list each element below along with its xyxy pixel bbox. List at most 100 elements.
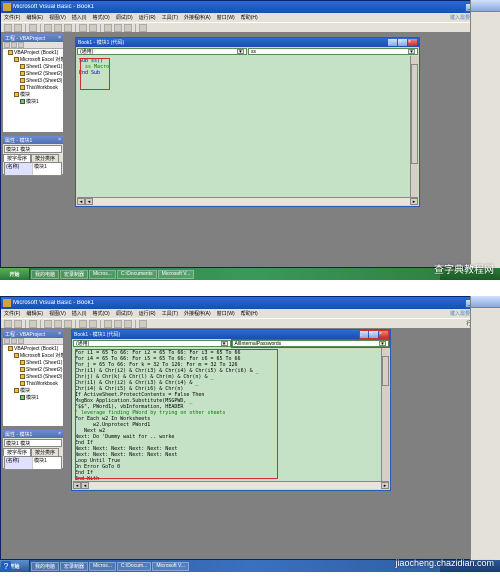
- menu-edit[interactable]: 编辑(E): [26, 310, 43, 317]
- tb-paste-icon[interactable]: [64, 320, 72, 328]
- scroll-right-icon: ▸: [381, 482, 389, 489]
- view-object-icon[interactable]: [11, 338, 17, 344]
- taskbar-item[interactable]: 宏录制器: [60, 562, 88, 571]
- tree-sheet: ThisWorkbook: [4, 381, 62, 388]
- taskbar-item[interactable]: C:\Documents: [117, 270, 157, 279]
- menu-addins[interactable]: 外接程序(A): [184, 310, 211, 317]
- menu-format[interactable]: 格式(O): [92, 14, 109, 21]
- tb-copy-icon[interactable]: [54, 320, 62, 328]
- tb-sep: [25, 320, 26, 328]
- h-scrollbar[interactable]: ◂ ◂ ▸: [77, 197, 418, 205]
- taskbar-item[interactable]: Micros...: [89, 562, 116, 571]
- project-tree[interactable]: VBAProject (Book1) Microsoft Excel 对象 Sh…: [3, 49, 63, 132]
- panel-close-icon[interactable]: ×: [58, 137, 61, 143]
- props-grid[interactable]: (名称) 模块1: [4, 456, 62, 470]
- menu-run[interactable]: 运行(R): [139, 14, 156, 21]
- toggle-folders-icon[interactable]: [18, 42, 24, 48]
- view-object-icon[interactable]: [11, 42, 17, 48]
- code-min-button[interactable]: _: [388, 39, 397, 46]
- object-combo[interactable]: (通用)▾: [73, 340, 231, 347]
- tb-break-icon[interactable]: [114, 320, 122, 328]
- menu-run[interactable]: 运行(R): [139, 310, 156, 317]
- view-code-icon[interactable]: [4, 42, 10, 48]
- tb-run-icon[interactable]: [104, 24, 112, 32]
- procedure-combo[interactable]: AllInternalPasswords▾: [232, 340, 390, 347]
- object-combo[interactable]: (通用)▾: [77, 48, 247, 55]
- tb-undo-icon[interactable]: [79, 320, 87, 328]
- panel-close-icon[interactable]: ×: [58, 35, 61, 41]
- menu-window[interactable]: 窗口(W): [217, 310, 235, 317]
- taskbar-item[interactable]: 我的电脑: [31, 270, 59, 279]
- tb-view-icon[interactable]: [4, 24, 12, 32]
- menu-file[interactable]: 文件(F): [4, 310, 20, 317]
- v-scrollbar[interactable]: [381, 348, 389, 481]
- tb-run-icon[interactable]: [104, 320, 112, 328]
- code-editor[interactable]: For i1 = 65 To 66: For i2 = 65 To 66: Fo…: [73, 348, 389, 481]
- procedure-combo[interactable]: ss▾: [248, 48, 418, 55]
- props-object-combo[interactable]: 模块1 模块: [4, 145, 62, 153]
- tb-design-icon[interactable]: [139, 320, 147, 328]
- taskbar-item[interactable]: Microsoft V...: [158, 270, 195, 279]
- h-scrollbar[interactable]: ◂ ◂ ▸: [73, 481, 389, 489]
- tb-cut-icon[interactable]: [44, 320, 52, 328]
- project-tree[interactable]: VBAProject (Book1) Microsoft Excel 对象 Sh…: [3, 345, 63, 426]
- help-icon[interactable]: ?: [1, 561, 11, 571]
- prop-value[interactable]: 模块1: [33, 163, 61, 175]
- tb-insert-icon[interactable]: [14, 320, 22, 328]
- menu-help[interactable]: 帮助(H): [241, 310, 258, 317]
- tb-save-icon[interactable]: [29, 24, 37, 32]
- tab-alphabetic[interactable]: 按字母序: [3, 448, 31, 456]
- code-close-button[interactable]: ×: [408, 39, 417, 46]
- properties-panel: 属性 - 模块1 × 模块1 模块 按字母序 按分类序 (名称) 模块1: [2, 135, 64, 175]
- tb-reset-icon[interactable]: [124, 320, 132, 328]
- prop-value[interactable]: 模块1: [33, 457, 61, 469]
- props-grid[interactable]: (名称) 模块1: [4, 162, 62, 176]
- tb-break-icon[interactable]: [114, 24, 122, 32]
- start-button[interactable]: 开始: [0, 268, 30, 280]
- taskbar-item[interactable]: 我的电脑: [31, 562, 59, 571]
- tb-copy-icon[interactable]: [54, 24, 62, 32]
- menu-addins[interactable]: 外接程序(A): [184, 14, 211, 21]
- props-object-combo[interactable]: 模块1 模块: [4, 439, 62, 447]
- taskbar-item[interactable]: 宏录制器: [60, 270, 88, 279]
- tab-categorized[interactable]: 按分类序: [31, 154, 59, 162]
- toggle-folders-icon[interactable]: [18, 338, 24, 344]
- menu-edit[interactable]: 编辑(E): [26, 14, 43, 21]
- menu-format[interactable]: 格式(O): [92, 310, 109, 317]
- tb-redo-icon[interactable]: [89, 24, 97, 32]
- taskbar-item[interactable]: Microsoft V...: [152, 562, 189, 571]
- taskbar-item[interactable]: C:\Docum...: [117, 562, 151, 571]
- code-editor[interactable]: Sub ss() ss Macro End Sub: [77, 56, 418, 197]
- menu-tools[interactable]: 工具(T): [162, 14, 178, 21]
- panel-close-icon[interactable]: ×: [58, 331, 61, 337]
- menu-insert[interactable]: 插入(I): [72, 14, 87, 21]
- menu-debug[interactable]: 调试(D): [116, 310, 133, 317]
- tab-alphabetic[interactable]: 按字母序: [3, 154, 31, 162]
- tb-paste-icon[interactable]: [64, 24, 72, 32]
- tab-categorized[interactable]: 按分类序: [31, 448, 59, 456]
- menu-debug[interactable]: 调试(D): [116, 14, 133, 21]
- tree-root: VBAProject (Book1): [4, 50, 62, 57]
- highlight-box-buttons: [359, 330, 389, 339]
- menu-window[interactable]: 窗口(W): [217, 14, 235, 21]
- tb-reset-icon[interactable]: [124, 24, 132, 32]
- props-tabs: 按字母序 按分类序: [3, 448, 63, 456]
- tb-save-icon[interactable]: [29, 320, 37, 328]
- menu-file[interactable]: 文件(F): [4, 14, 20, 21]
- view-code-icon[interactable]: [4, 338, 10, 344]
- menu-tools[interactable]: 工具(T): [162, 310, 178, 317]
- panel-close-icon[interactable]: ×: [58, 431, 61, 437]
- tb-redo-icon[interactable]: [89, 320, 97, 328]
- tb-undo-icon[interactable]: [79, 24, 87, 32]
- menu-view[interactable]: 视图(V): [49, 310, 66, 317]
- taskbar-item[interactable]: Micros...: [89, 270, 116, 279]
- tb-cut-icon[interactable]: [44, 24, 52, 32]
- tb-design-icon[interactable]: [139, 24, 147, 32]
- tb-insert-icon[interactable]: [14, 24, 22, 32]
- code-max-button[interactable]: □: [398, 39, 407, 46]
- menu-help[interactable]: 帮助(H): [241, 14, 258, 21]
- menu-view[interactable]: 视图(V): [49, 14, 66, 21]
- tb-view-icon[interactable]: [4, 320, 12, 328]
- menu-insert[interactable]: 插入(I): [72, 310, 87, 317]
- v-scrollbar[interactable]: [410, 56, 418, 197]
